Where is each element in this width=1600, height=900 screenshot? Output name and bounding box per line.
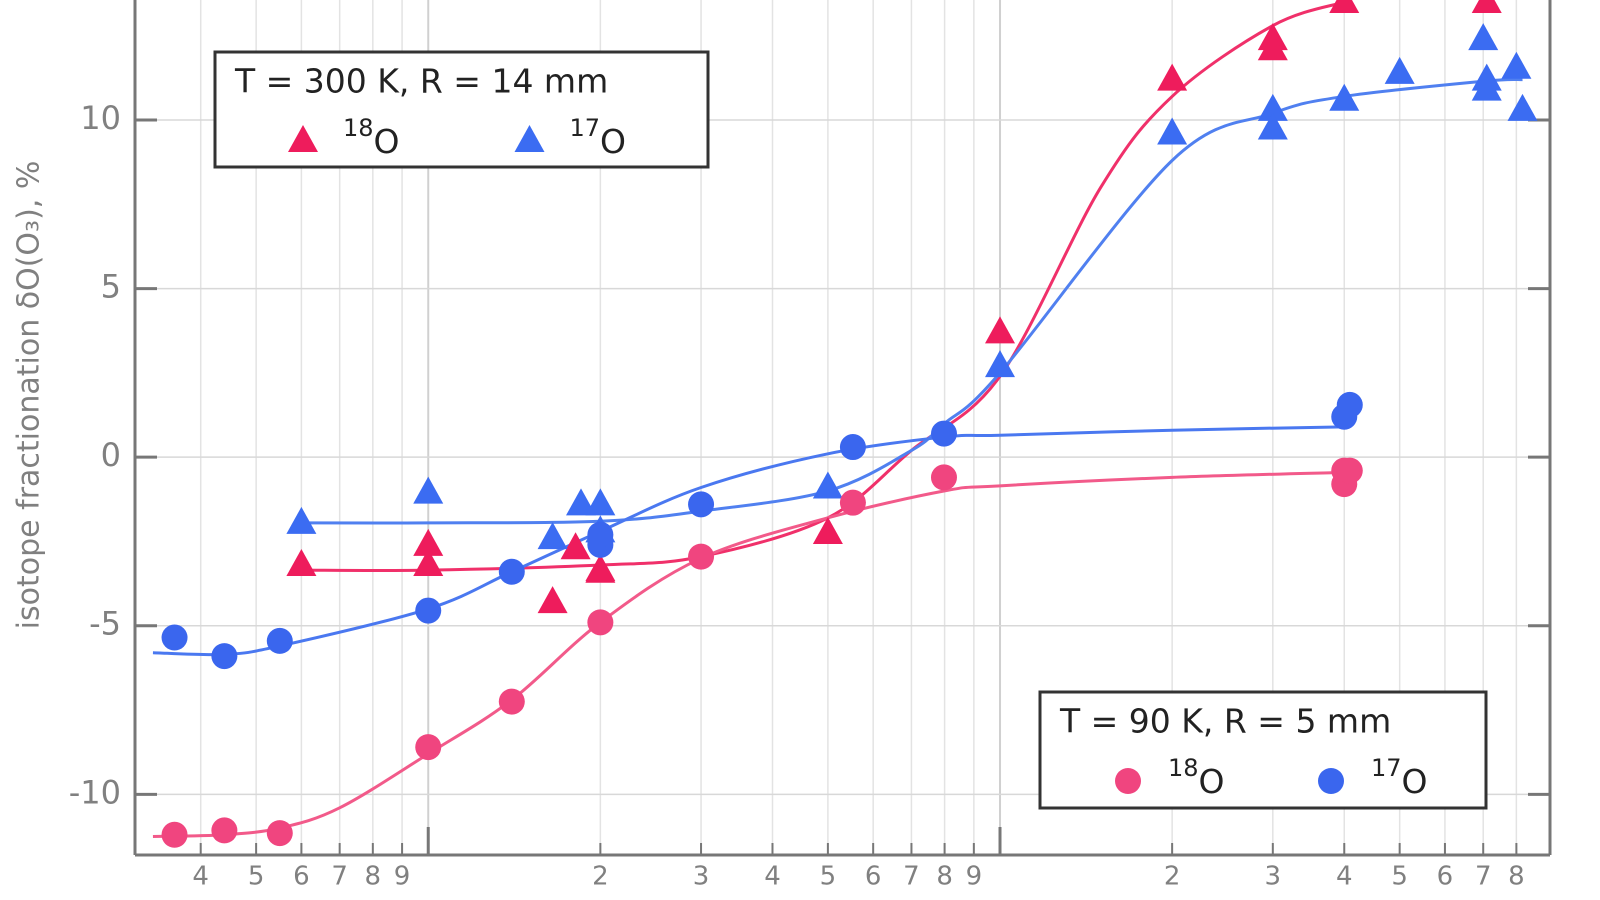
- y-tick-label: 0: [101, 436, 121, 474]
- triangle-marker: [1329, 83, 1360, 111]
- y-tick-label: 5: [101, 268, 121, 306]
- triangle-marker: [812, 471, 843, 499]
- legend-label: 18O: [343, 114, 400, 161]
- circle-marker: [930, 420, 957, 447]
- x-tick-label: 7: [331, 862, 348, 892]
- x-tick-label: 8: [936, 862, 953, 892]
- triangle-marker: [1384, 56, 1415, 84]
- x-tick-label: 8: [365, 862, 382, 892]
- circle-marker: [1318, 768, 1344, 794]
- legend-label: 17O: [1371, 754, 1428, 801]
- legend-element: O: [374, 122, 400, 161]
- legend-title: T = 90 K, R = 5 mm: [1059, 702, 1391, 741]
- legend-box: [213, 50, 710, 169]
- x-tick-label: 6: [865, 862, 882, 892]
- triangle-marker: [413, 549, 444, 577]
- legend-label: 17O: [570, 114, 627, 161]
- circle-marker: [930, 464, 957, 491]
- x-tick-label: 7: [903, 862, 920, 892]
- circle-marker: [211, 817, 238, 844]
- circle-marker: [839, 489, 866, 516]
- triangle-marker: [537, 586, 568, 614]
- circle-marker: [415, 597, 442, 624]
- circle-marker: [266, 820, 293, 847]
- triangle-marker: [812, 517, 843, 545]
- circle-marker: [1115, 768, 1141, 794]
- triangle-marker: [985, 350, 1016, 378]
- y-tick-label: -5: [89, 605, 121, 643]
- y-axis-label: isotope fractionation δO(O₃), %: [12, 161, 47, 630]
- x-tick-label: 5: [1391, 862, 1408, 892]
- circle-marker: [587, 609, 614, 636]
- circle-marker: [161, 624, 188, 651]
- legend-isotope: 17: [570, 114, 601, 142]
- circle-marker: [161, 821, 188, 848]
- triangle-marker: [286, 506, 317, 534]
- x-tick-label: 5: [820, 862, 837, 892]
- x-tick-label: 3: [693, 862, 710, 892]
- triangle-marker: [1257, 33, 1288, 61]
- triangle-marker: [288, 125, 318, 152]
- fit-line: [152, 470, 1345, 838]
- legend-isotope: 17: [1371, 754, 1402, 782]
- y-tick-label: 10: [80, 99, 121, 137]
- triangle-marker: [413, 476, 444, 504]
- circle-marker: [1336, 457, 1363, 484]
- x-tick-label: 7: [1475, 862, 1492, 892]
- x-tick-label: 2: [592, 862, 609, 892]
- circle-marker: [839, 434, 866, 461]
- x-tick-label: 8: [1508, 862, 1525, 892]
- triangle-marker: [537, 522, 568, 550]
- triangle-marker: [1471, 0, 1502, 14]
- triangle-marker: [585, 555, 616, 583]
- x-tick-label: 5: [248, 862, 265, 892]
- triangle-marker: [514, 125, 545, 152]
- triangle-marker: [1471, 73, 1502, 101]
- legend-element: O: [1402, 762, 1428, 801]
- triangle-marker: [1157, 117, 1188, 145]
- fit-line: [152, 425, 1345, 657]
- triangle-marker: [1157, 63, 1188, 91]
- legend-label: 18O: [1168, 754, 1225, 801]
- x-tick-label: 2: [1164, 862, 1181, 892]
- legend-element: O: [1199, 762, 1225, 801]
- x-tick-label: 4: [764, 862, 781, 892]
- legend-box: [1038, 690, 1488, 810]
- x-tick-label: 4: [1336, 862, 1353, 892]
- triangle-marker: [566, 488, 597, 516]
- circle-marker: [587, 521, 614, 548]
- circle-marker: [1336, 391, 1363, 418]
- triangle-marker: [286, 549, 317, 577]
- triangle-marker: [1501, 51, 1532, 79]
- triangle-marker: [413, 528, 444, 556]
- circle-marker: [211, 643, 238, 670]
- legend-title: T = 300 K, R = 14 mm: [234, 62, 608, 101]
- circle-marker: [688, 543, 715, 570]
- x-tick-label: 3: [1265, 862, 1282, 892]
- legend-isotope: 18: [1168, 754, 1199, 782]
- x-tick-label: 9: [394, 862, 411, 892]
- y-tick-label: -10: [69, 773, 121, 811]
- triangle-marker: [1507, 93, 1538, 121]
- legend-isotope: 18: [343, 114, 374, 142]
- circle-marker: [415, 734, 442, 761]
- circle-marker: [688, 491, 715, 518]
- triangle-marker: [560, 532, 591, 560]
- x-tick-label: 9: [966, 862, 983, 892]
- circle-marker: [266, 627, 293, 654]
- circle-marker: [498, 558, 525, 585]
- triangle-marker: [1257, 112, 1288, 140]
- triangle-marker: [1329, 0, 1360, 14]
- x-tick-label: 4: [192, 862, 209, 892]
- circle-marker: [498, 688, 525, 715]
- x-tick-label: 6: [293, 862, 310, 892]
- triangle-marker: [985, 316, 1016, 344]
- legend-element: O: [600, 122, 626, 161]
- triangle-marker: [1257, 93, 1288, 121]
- x-tick-label: 6: [1437, 862, 1454, 892]
- triangle-marker: [1468, 23, 1499, 51]
- triangle-marker: [585, 488, 616, 516]
